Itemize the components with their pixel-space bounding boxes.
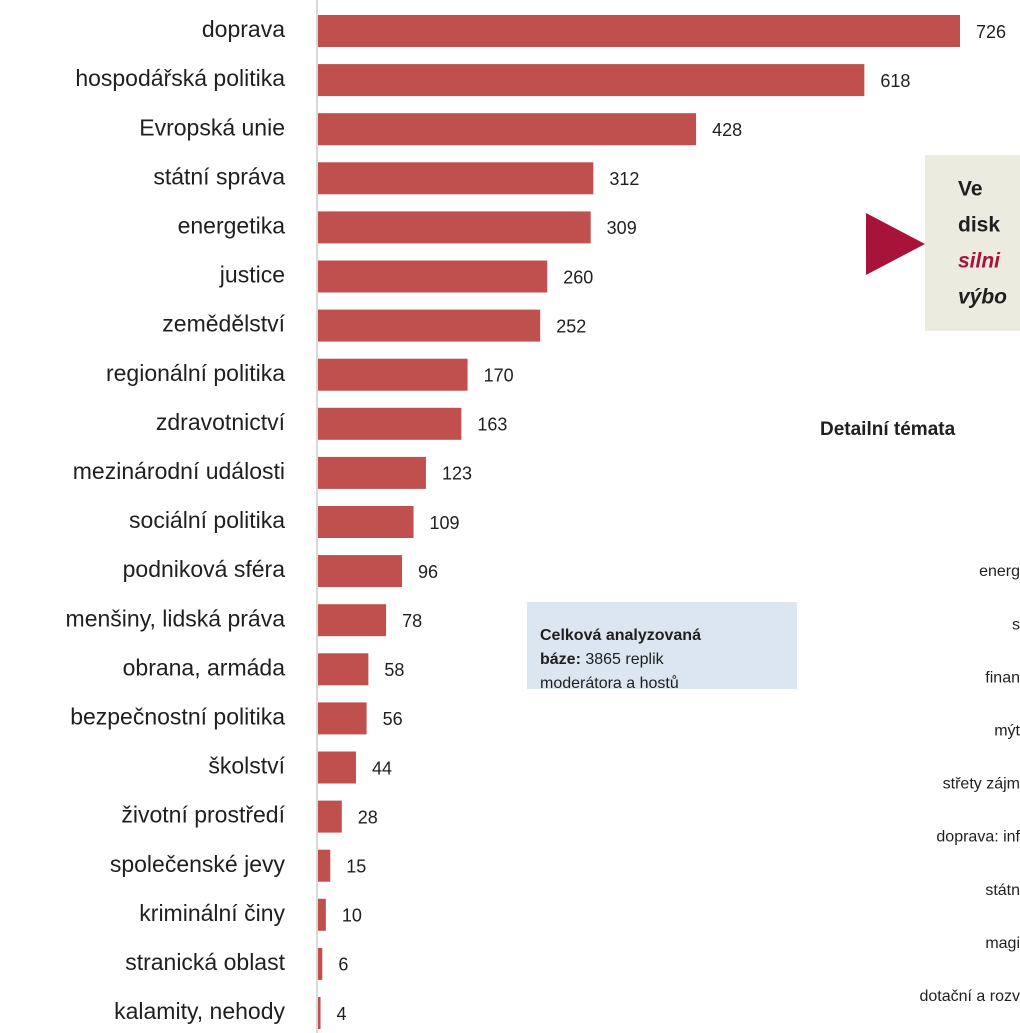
value-label: 252	[556, 316, 586, 336]
bar	[318, 456, 426, 489]
detail-label: státn	[985, 882, 1020, 899]
bar	[318, 702, 367, 735]
bar	[318, 260, 548, 293]
info-box	[527, 602, 797, 689]
bar	[318, 506, 414, 538]
category-label: doprava	[202, 16, 285, 42]
info-text: Celková analyzovaná	[540, 627, 701, 644]
callout-box	[925, 155, 1020, 331]
callout-text: silni	[958, 250, 1001, 273]
value-label: 96	[418, 562, 438, 582]
category-label: bezpečnostní politika	[70, 703, 285, 729]
category-label: justice	[219, 262, 285, 288]
bar	[318, 555, 403, 588]
category-label: regionální politika	[106, 360, 285, 386]
category-label: kalamity, nehody	[114, 998, 285, 1024]
value-label: 15	[346, 856, 366, 876]
detail-label: energ	[979, 563, 1020, 580]
callout-text: výbo	[958, 286, 1007, 309]
value-label: 56	[383, 709, 403, 729]
detail-label: dotační a rozv	[920, 988, 1020, 1005]
category-label: společenské jevy	[110, 851, 286, 877]
bar	[318, 309, 541, 342]
category-label: životní prostředí	[121, 802, 285, 828]
category-label: energetika	[178, 212, 286, 238]
category-label: Evropská unie	[139, 114, 285, 140]
value-label: 28	[358, 807, 378, 827]
bar	[318, 162, 594, 195]
bar	[318, 407, 462, 440]
value-label: 170	[484, 365, 514, 385]
bar	[318, 898, 326, 931]
detail-label: doprava: inf	[936, 829, 1020, 846]
category-label: stranická oblast	[125, 949, 285, 975]
detail-label: mýt	[994, 723, 1020, 740]
detail-label: střety zájm	[943, 776, 1020, 793]
detail-label: s	[1012, 616, 1020, 633]
value-label: 6	[338, 955, 348, 975]
value-label: 78	[402, 611, 422, 631]
bar	[318, 358, 468, 391]
info-text: moderátora a hostů	[540, 674, 679, 692]
value-label: 123	[442, 464, 472, 484]
category-label: mezinárodní události	[73, 458, 285, 484]
bar	[318, 64, 865, 97]
category-label: hospodářská politika	[75, 65, 285, 91]
bar	[318, 751, 356, 784]
bar	[318, 15, 960, 47]
bar	[318, 849, 331, 882]
value-label: 4	[337, 1004, 347, 1024]
bar	[318, 947, 323, 980]
category-label: podniková sféra	[123, 556, 286, 582]
bar	[318, 800, 342, 833]
value-label: 428	[712, 120, 742, 140]
value-label: 618	[880, 71, 910, 91]
value-label: 58	[384, 660, 404, 680]
category-label: zdravotnictví	[156, 409, 286, 435]
value-label: 44	[372, 758, 392, 778]
bar	[318, 604, 387, 637]
value-label: 312	[609, 169, 639, 189]
category-label: zemědělství	[162, 311, 285, 337]
category-label: obrana, armáda	[123, 654, 286, 680]
info-text: báze:	[540, 651, 581, 668]
bar	[318, 653, 369, 686]
category-label: sociální politika	[129, 507, 285, 533]
category-label: kriminální činy	[139, 900, 285, 926]
category-label: státní správa	[153, 163, 285, 189]
info-text: 3865 replik	[585, 651, 664, 668]
value-label: 309	[607, 218, 637, 238]
info-text: báze: 3865 replik	[540, 651, 665, 668]
bar	[318, 997, 321, 1029]
detail-label: magi	[985, 935, 1020, 952]
callout-text: disk	[958, 214, 1000, 237]
bar	[318, 211, 591, 244]
callout-text: Ve	[958, 178, 983, 201]
value-label: 10	[342, 906, 362, 926]
category-label: menšiny, lidská práva	[66, 605, 286, 631]
detail-label: finan	[985, 669, 1020, 686]
bar	[318, 113, 697, 146]
value-label: 163	[477, 415, 507, 435]
value-label: 260	[563, 267, 593, 287]
detail-title: Detailní témata	[820, 419, 956, 440]
value-label: 109	[430, 513, 460, 533]
callout-arrow	[866, 213, 925, 275]
value-label: 726	[976, 22, 1006, 42]
category-label: školství	[208, 753, 285, 779]
